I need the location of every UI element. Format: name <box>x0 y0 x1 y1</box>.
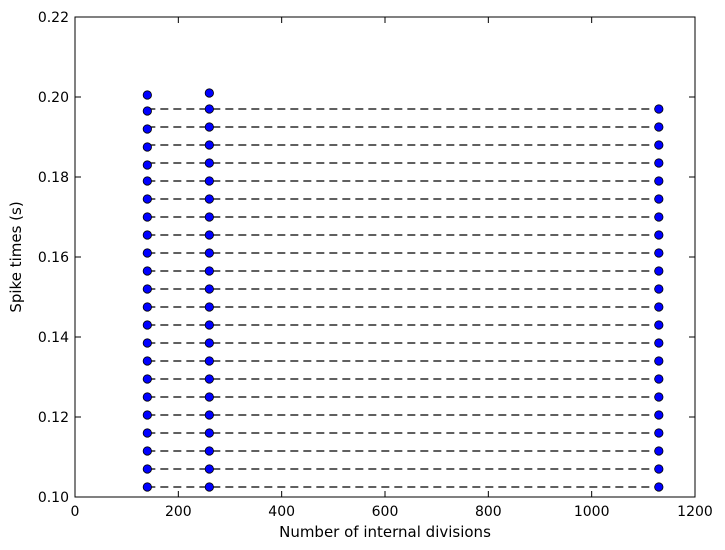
data-point-s0-7 <box>142 356 152 366</box>
data-point-s2-5 <box>654 392 664 402</box>
data-point-s2-3 <box>654 428 664 438</box>
x-axis-label: Number of internal divisions <box>279 523 491 541</box>
x-tick-label-1: 200 <box>165 504 192 520</box>
data-point-s2-13 <box>654 248 664 258</box>
y-tick-label-3: 0.16 <box>38 250 69 266</box>
x-tick-label-3: 600 <box>372 504 399 520</box>
data-point-s1-22 <box>204 88 214 98</box>
data-point-s1-18 <box>204 158 214 168</box>
data-point-s0-6 <box>142 374 152 384</box>
data-point-s2-20 <box>654 122 664 132</box>
data-point-s2-1 <box>654 464 664 474</box>
data-point-s2-17 <box>654 176 664 186</box>
data-point-s2-10 <box>654 302 664 312</box>
x-tick-label-0: 0 <box>71 504 80 520</box>
x-tick-label-2: 400 <box>268 504 295 520</box>
data-point-s0-21 <box>142 106 152 116</box>
data-point-s0-3 <box>142 428 152 438</box>
data-point-s1-5 <box>204 392 214 402</box>
reference-lines <box>147 108 659 488</box>
data-point-s1-8 <box>204 338 214 348</box>
data-point-s1-16 <box>204 194 214 204</box>
data-point-s1-6 <box>204 374 214 384</box>
data-point-s0-5 <box>142 392 152 402</box>
data-point-s1-7 <box>204 356 214 366</box>
data-point-s2-4 <box>654 410 664 420</box>
data-point-s2-14 <box>654 230 664 240</box>
data-point-s0-0 <box>142 482 152 492</box>
data-point-s1-19 <box>204 140 214 150</box>
data-point-s1-4 <box>204 410 214 420</box>
data-point-s1-12 <box>204 266 214 276</box>
data-point-s0-9 <box>142 320 152 330</box>
data-point-s2-2 <box>654 446 664 456</box>
data-point-s1-2 <box>204 446 214 456</box>
data-point-s0-14 <box>142 230 152 240</box>
data-point-s1-15 <box>204 212 214 222</box>
data-point-s0-8 <box>142 338 152 348</box>
data-point-s1-11 <box>204 284 214 294</box>
data-point-s2-7 <box>654 356 664 366</box>
data-point-s1-3 <box>204 428 214 438</box>
data-point-s2-15 <box>654 212 664 222</box>
data-point-s1-0 <box>204 482 214 492</box>
y-tick-label-4: 0.18 <box>38 170 69 186</box>
data-point-s0-4 <box>142 410 152 420</box>
data-point-s2-8 <box>654 338 664 348</box>
data-point-s0-1 <box>142 464 152 474</box>
data-point-s1-14 <box>204 230 214 240</box>
data-point-s0-12 <box>142 266 152 276</box>
data-point-s2-9 <box>654 320 664 330</box>
data-point-s0-11 <box>142 284 152 294</box>
data-point-s0-18 <box>142 160 152 170</box>
y-tick-label-2: 0.14 <box>38 330 69 346</box>
axis-ticks: 0 200 400 600 800 1000 1200 0.10 0.12 0.14 0.16 0.1… <box>38 10 713 520</box>
plot-frame <box>74 16 696 498</box>
data-point-s1-17 <box>204 176 214 186</box>
data-point-s0-19 <box>142 142 152 152</box>
data-point-s1-21 <box>204 104 214 114</box>
x-tick-label-4: 800 <box>475 504 502 520</box>
y-tick-label-1: 0.12 <box>38 410 69 426</box>
data-point-s0-2 <box>142 446 152 456</box>
data-point-s2-11 <box>654 284 664 294</box>
data-point-s1-9 <box>204 320 214 330</box>
y-tick-label-5: 0.20 <box>38 90 69 106</box>
data-point-s0-10 <box>142 302 152 312</box>
x-tick-label-6: 1200 <box>677 504 713 520</box>
data-point-s1-13 <box>204 248 214 258</box>
data-point-s0-13 <box>142 248 152 258</box>
data-point-s1-1 <box>204 464 214 474</box>
data-points <box>142 88 664 492</box>
data-point-s2-0 <box>654 482 664 492</box>
data-point-s0-15 <box>142 212 152 222</box>
data-point-s2-16 <box>654 194 664 204</box>
data-point-s0-22 <box>142 90 152 100</box>
data-point-s2-12 <box>654 266 664 276</box>
data-point-s0-16 <box>142 194 152 204</box>
data-point-s1-20 <box>204 122 214 132</box>
data-point-s0-17 <box>142 176 152 186</box>
data-point-s0-20 <box>142 124 152 134</box>
data-point-s1-10 <box>204 302 214 312</box>
data-point-s2-21 <box>654 104 664 114</box>
data-point-s2-6 <box>654 374 664 384</box>
x-tick-label-5: 1000 <box>574 504 610 520</box>
data-point-s2-18 <box>654 158 664 168</box>
y-axis-label: Spike times (s) <box>7 201 25 312</box>
y-tick-label-6: 0.22 <box>38 10 69 26</box>
data-point-s2-19 <box>654 140 664 150</box>
y-tick-label-0: 0.10 <box>38 490 69 506</box>
